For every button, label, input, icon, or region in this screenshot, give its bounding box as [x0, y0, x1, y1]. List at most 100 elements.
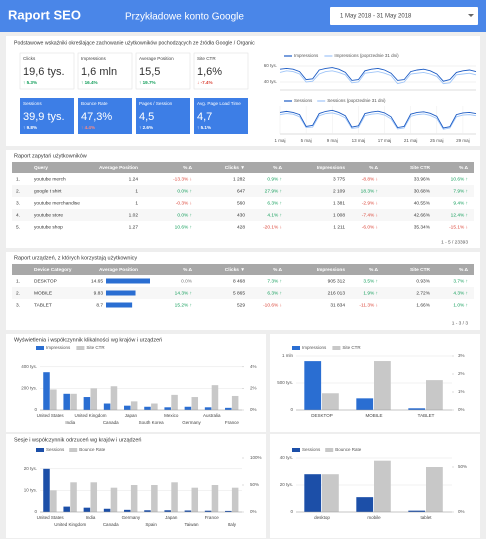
column-header[interactable]: % Δ [369, 267, 378, 273]
bar [426, 467, 443, 512]
table-cell: 3. [16, 302, 20, 308]
table-cell: 5 865 [233, 290, 245, 296]
column-header[interactable]: Clicks ▼ [225, 267, 245, 273]
legend-label: Bounce Rate [335, 447, 362, 452]
position-bar [106, 278, 150, 284]
x-tick-label: United Kingdom [74, 413, 106, 418]
legend-swatch [332, 346, 341, 350]
y-tick-label: 10 tys. [24, 488, 37, 493]
bar [144, 406, 151, 410]
bar [184, 510, 192, 512]
bar [50, 389, 57, 410]
x-tick-label: Spain [145, 522, 157, 527]
legend-swatch [36, 346, 44, 350]
column-header[interactable]: Average Position [99, 267, 138, 273]
column-header[interactable]: Clicks ▼ [225, 165, 245, 171]
y2-tick-label: 4% [250, 364, 257, 369]
table-cell: 8 468 [233, 278, 245, 284]
bar [356, 398, 374, 410]
table-cell: 3 775 [333, 176, 345, 182]
line-series [279, 70, 477, 85]
table-cell: 647 [237, 188, 245, 194]
table-cell: 18.3% ↑ [361, 188, 378, 194]
line-series [279, 67, 477, 82]
scorecard-label: Sessions [23, 101, 42, 106]
scorecard-value: 4,5 [139, 111, 154, 123]
y-tick-label: 500 tys. [277, 380, 293, 385]
x-tick-label: United Kingdom [54, 522, 86, 527]
bar [304, 474, 322, 512]
table-cell: 1.27 [129, 224, 139, 230]
y2-tick-label: 2% [458, 371, 465, 376]
bar [225, 407, 232, 410]
column-header[interactable]: Device Category [34, 267, 72, 273]
column-header[interactable]: Query [34, 165, 48, 171]
scorecard-value: 19,6 tys. [23, 66, 65, 78]
table-cell: 27.9% ↑ [265, 188, 282, 194]
legend-label: Sessions [302, 447, 321, 452]
column-header[interactable]: % Δ [369, 165, 378, 171]
x-tick-label: desktop [314, 515, 330, 520]
line-series [279, 112, 477, 130]
scorecard [135, 52, 191, 90]
pager[interactable]: 1 - 3 / 3 [452, 320, 469, 326]
bar [130, 401, 138, 410]
table-cell: 3.5% ↑ [363, 278, 378, 284]
section-title: Raport urządzeń, z których korzystają uż… [14, 255, 137, 261]
bar [204, 407, 212, 410]
scorecard [136, 98, 190, 134]
legend-swatch [325, 448, 334, 452]
column-header[interactable]: % Δ [459, 267, 468, 273]
bar [63, 506, 70, 512]
column-header[interactable]: Average Position [99, 165, 138, 171]
table-cell: 1 211 [333, 224, 345, 230]
y2-tick-label: 50% [250, 482, 259, 487]
table-cell: 0.0% ↑ [177, 212, 192, 218]
bar [204, 510, 212, 512]
date-range[interactable]: 1 May 2018 - 31 May 2018 [340, 14, 412, 20]
date-picker[interactable] [330, 7, 478, 25]
scorecard-label: Pages / Session [139, 101, 173, 106]
table-cell: 14.3% ↑ [175, 290, 192, 296]
table-cell: 4.1% ↑ [267, 212, 282, 218]
y-tick-label: 0 [34, 407, 37, 412]
column-header[interactable]: Impressions [317, 267, 346, 273]
bar [322, 474, 339, 512]
table-cell: 6.3% ↑ [267, 290, 282, 296]
column-header[interactable]: % Δ [183, 267, 192, 273]
y2-tick-label: 0% [458, 509, 465, 514]
column-header[interactable]: Site CTR [410, 267, 431, 273]
bar [171, 394, 178, 410]
table-cell: 5. [16, 224, 20, 230]
y-tick-label: 20 tys. [280, 482, 293, 487]
dropdown-arrow[interactable] [468, 14, 474, 17]
column-header[interactable]: % Δ [273, 165, 282, 171]
bar [43, 468, 50, 512]
x-tick-label: 1 maj [274, 138, 285, 143]
column-header[interactable]: Impressions [317, 165, 346, 171]
table-cell: -0.3% ↓ [176, 200, 192, 206]
scorecard [20, 98, 74, 134]
column-header[interactable]: % Δ [459, 165, 468, 171]
table-cell: youtube shop [34, 224, 63, 230]
table-cell: 0.0% ↑ [177, 188, 192, 194]
scorecard-value: 1,6% [197, 66, 222, 78]
scorecard-delta: ↑ 5.1% [197, 125, 211, 130]
scorecard [19, 52, 75, 90]
column-header[interactable]: % Δ [183, 165, 192, 171]
table-cell: MOBILE [34, 290, 52, 296]
column-header[interactable]: % Δ [273, 267, 282, 273]
column-header[interactable]: Site CTR [410, 165, 431, 171]
table-cell: 2. [16, 290, 20, 296]
bar [408, 408, 426, 410]
pager[interactable]: 1 - 5 / 23393 [441, 239, 468, 245]
legend-swatch [292, 346, 300, 350]
legend-label: Site CTR [86, 345, 105, 350]
bar [110, 386, 118, 410]
scorecard [193, 52, 249, 90]
table-cell: 1 [135, 188, 138, 194]
x-tick-label: Taiwan [184, 522, 199, 527]
x-tick-label: France [205, 515, 220, 520]
account-name: Przykładowe konto Google [125, 12, 244, 23]
